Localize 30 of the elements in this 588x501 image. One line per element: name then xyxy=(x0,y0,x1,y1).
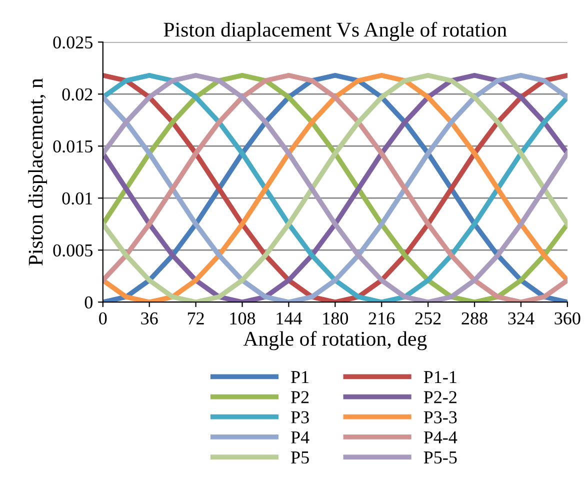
x-axis-title: Angle of rotation, deg xyxy=(243,330,427,350)
x-tick-label: 288 xyxy=(462,312,488,325)
x-tick-label: 252 xyxy=(415,312,441,325)
y-tick-label: 0.025 xyxy=(53,36,92,49)
y-tick-label: 0 xyxy=(84,296,92,309)
legend-label: P4-4 xyxy=(424,431,458,444)
legend-label: P5-5 xyxy=(424,452,457,464)
legend-label: P2-2 xyxy=(424,391,456,404)
legend-label: P5 xyxy=(291,452,309,464)
y-tick-label: 0.015 xyxy=(53,140,92,153)
legend-label: P1 xyxy=(291,371,308,383)
x-tick-label: 144 xyxy=(276,312,302,324)
y-tick-label: 0.005 xyxy=(53,244,92,257)
legend-label: P4 xyxy=(291,431,310,444)
y-tick-label: 0.01 xyxy=(62,192,92,205)
x-tick-label: 0 xyxy=(99,312,107,325)
x-tick-label: 72 xyxy=(188,312,204,324)
legend-label: P1-1 xyxy=(424,371,456,383)
x-tick-label: 360 xyxy=(554,312,580,325)
legend-label: P2 xyxy=(291,391,309,404)
x-tick-label: 36 xyxy=(141,312,158,325)
x-tick-label: 324 xyxy=(508,312,534,325)
x-tick-label: 108 xyxy=(230,312,256,325)
legend-label: P3 xyxy=(291,411,309,424)
legend-label: P3-3 xyxy=(424,411,457,424)
y-axis-title: Piston displacement, n xyxy=(28,78,47,266)
y-tick-label: 0.02 xyxy=(62,88,92,101)
x-tick-label: 180 xyxy=(323,312,348,325)
chart-title: Piston diaplacement Vs Angle of rotation xyxy=(164,22,507,42)
x-tick-label: 216 xyxy=(368,312,395,325)
